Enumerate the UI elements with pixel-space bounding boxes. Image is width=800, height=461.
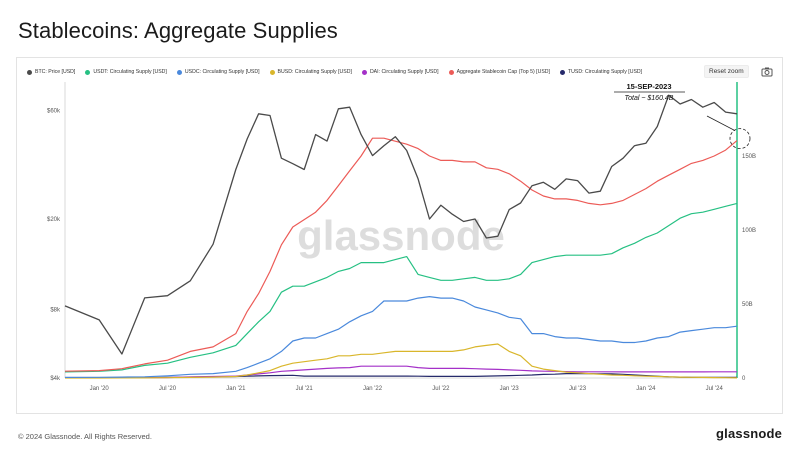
camera-icon[interactable] <box>761 66 773 77</box>
series-line <box>64 202 738 373</box>
legend-dot-icon <box>361 69 367 75</box>
y-left-tick-label: $20k <box>47 217 61 223</box>
legend-dot-icon <box>176 69 182 75</box>
legend-dot-icon <box>27 69 32 75</box>
legend-label: Aggregate Stablecoin Cap (Top 5) [USD] <box>456 69 550 75</box>
legend-label: DAI: Circulating Supply [USD] <box>369 69 439 75</box>
annotation-total: Total ~ $160.4B <box>625 95 674 102</box>
reset-zoom-button[interactable]: Reset zoom <box>704 65 749 78</box>
footer-logo: glassnode <box>716 426 783 441</box>
legend-item[interactable]: BTC: Price [USD] <box>27 69 75 75</box>
legend: BTC: Price [USD] USDT: Circulating Supply… <box>27 66 642 78</box>
page-title: Stablecoins: Aggregate Supplies <box>18 18 338 43</box>
y-left-tick-label: $60k <box>47 108 61 114</box>
x-tick-label: Jan '20 <box>90 386 110 392</box>
legend-label: USDC: Circulating Supply [USD] <box>184 69 260 75</box>
y-left-tick-label: $8k <box>50 308 61 314</box>
x-tick-label: Jul '20 <box>159 386 177 392</box>
legend-item[interactable]: DAI: Circulating Supply [USD] <box>361 69 439 75</box>
x-tick-label: Jan '21 <box>226 386 246 392</box>
chart-card: BTC: Price [USD] USDT: Circulating Supply… <box>16 57 783 414</box>
annotation-arrow <box>706 115 736 131</box>
x-tick-label: Jul '21 <box>296 386 314 392</box>
y-right-tick-label: 150B <box>742 154 756 160</box>
legend-item[interactable]: Aggregate Stablecoin Cap (Top 5) [USD] <box>448 69 550 75</box>
annotation-date: 15-SEP-2023 <box>626 82 671 91</box>
legend-label: TUSD: Circulating Supply [USD] <box>568 69 643 75</box>
legend-item[interactable]: USDT: Circulating Supply [USD] <box>85 69 167 75</box>
series-line <box>64 137 738 372</box>
x-tick-label: Jul '23 <box>569 386 587 392</box>
x-tick-label: Jan '22 <box>363 386 383 392</box>
legend-dot-icon <box>85 69 91 75</box>
series-line <box>64 94 738 355</box>
series-line <box>65 343 738 379</box>
legend-label: USDT: Circulating Supply [USD] <box>93 69 167 75</box>
legend-dot-icon <box>448 69 454 75</box>
y-left-tick-label: $4k <box>50 376 61 382</box>
legend-label: BTC: Price [USD] <box>35 69 76 75</box>
x-tick-label: Jul '22 <box>432 386 450 392</box>
y-right-tick-label: 50B <box>742 302 753 308</box>
x-tick-label: Jul '24 <box>706 386 724 392</box>
legend-item[interactable]: BUSD: Circulating Supply [USD] <box>269 69 352 75</box>
legend-dot-icon <box>269 69 275 75</box>
legend-item[interactable]: USDC: Circulating Supply [USD] <box>176 69 260 75</box>
legend-item[interactable]: TUSD: Circulating Supply [USD] <box>560 69 642 75</box>
legend-dot-icon <box>560 69 565 75</box>
footer-copyright: © 2024 Glassnode. All Rights Reserved. <box>18 432 152 441</box>
x-tick-label: Jan '23 <box>500 386 520 392</box>
annotation-circle <box>729 128 751 150</box>
y-right-tick-label: 0 <box>742 376 746 382</box>
series-line <box>65 373 737 379</box>
legend-label: BUSD: Circulating Supply [USD] <box>277 69 352 75</box>
series-line <box>64 296 738 378</box>
y-right-tick-label: 100B <box>742 228 756 234</box>
x-tick-label: Jan '24 <box>636 386 656 392</box>
